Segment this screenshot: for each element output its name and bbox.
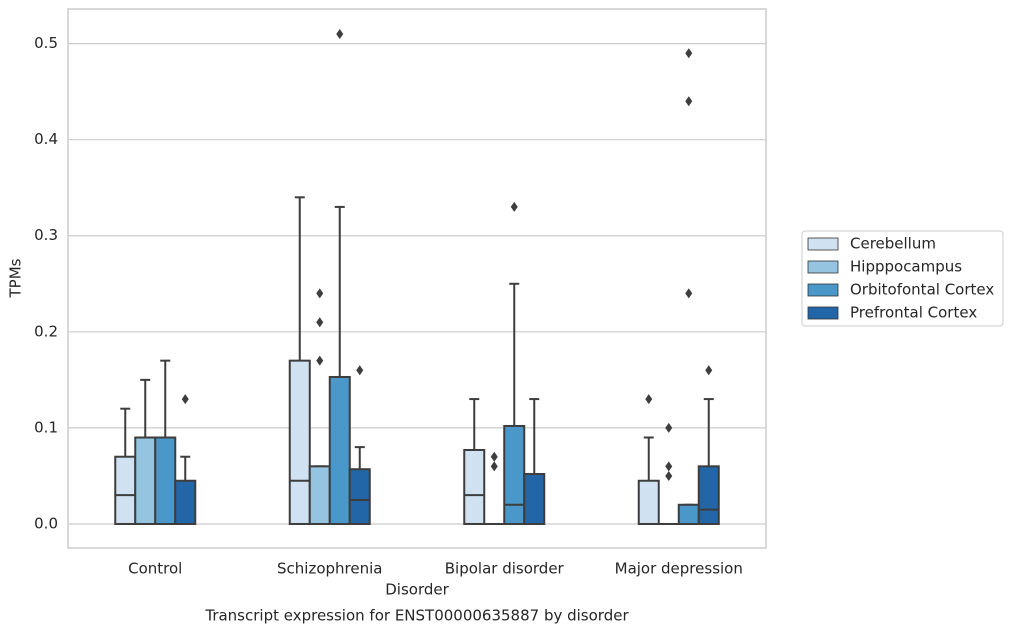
outlier <box>316 355 324 366</box>
y-axis-label: TPMs <box>7 258 25 298</box>
caption: Transcript expression for ENST0000063588… <box>204 607 629 625</box>
box <box>523 473 546 525</box>
outlier <box>336 28 344 39</box>
legend-label: Hipppocampus <box>850 258 962 276</box>
y-tick-label: 0.4 <box>34 130 58 148</box>
legend-swatch <box>807 283 839 297</box>
box <box>637 479 660 525</box>
legend-label: Cerebellum <box>850 235 936 253</box>
outlier <box>705 365 713 376</box>
outlier <box>490 461 498 472</box>
y-tick-label: 0.2 <box>34 322 58 340</box>
y-tick-label: 0.0 <box>34 514 58 532</box>
box <box>348 468 371 525</box>
box <box>328 375 351 525</box>
outlier <box>645 394 653 405</box>
outlier <box>356 365 364 376</box>
outlier <box>685 288 693 299</box>
box <box>677 503 700 525</box>
box <box>308 465 331 525</box>
outlier <box>181 394 189 405</box>
outlier <box>685 48 693 59</box>
x-tick-label: Bipolar disorder <box>445 560 565 578</box>
box <box>288 359 311 525</box>
outlier <box>665 470 673 481</box>
x-axis-label: Disorder <box>385 581 449 599</box>
outlier <box>510 201 518 212</box>
y-tick-label: 0.3 <box>34 226 58 244</box>
outlier <box>316 317 324 328</box>
legend-frame <box>801 230 1004 327</box>
outlier <box>685 96 693 107</box>
box <box>503 424 526 525</box>
x-tick-label: Major depression <box>615 560 743 578</box>
legend-swatch <box>807 260 839 274</box>
outlier <box>665 461 673 472</box>
x-tick-label: Control <box>128 560 182 578</box>
plot-frame <box>67 8 767 549</box>
legend-label: Orbitofontal Cortex <box>850 281 994 299</box>
outlier <box>665 422 673 433</box>
box <box>154 436 177 525</box>
outlier <box>490 451 498 462</box>
box <box>463 449 486 525</box>
y-tick-label: 0.5 <box>34 34 58 52</box>
legend-swatch <box>807 306 839 320</box>
x-tick-label: Schizophrenia <box>277 560 382 578</box>
y-tick-label: 0.1 <box>34 418 58 436</box>
legend-label: Prefrontal Cortex <box>850 304 977 322</box>
box <box>697 465 720 525</box>
box <box>114 455 137 525</box>
legend-swatch <box>807 237 839 251</box>
outlier <box>316 288 324 299</box>
box <box>174 479 197 525</box>
box <box>134 436 157 525</box>
